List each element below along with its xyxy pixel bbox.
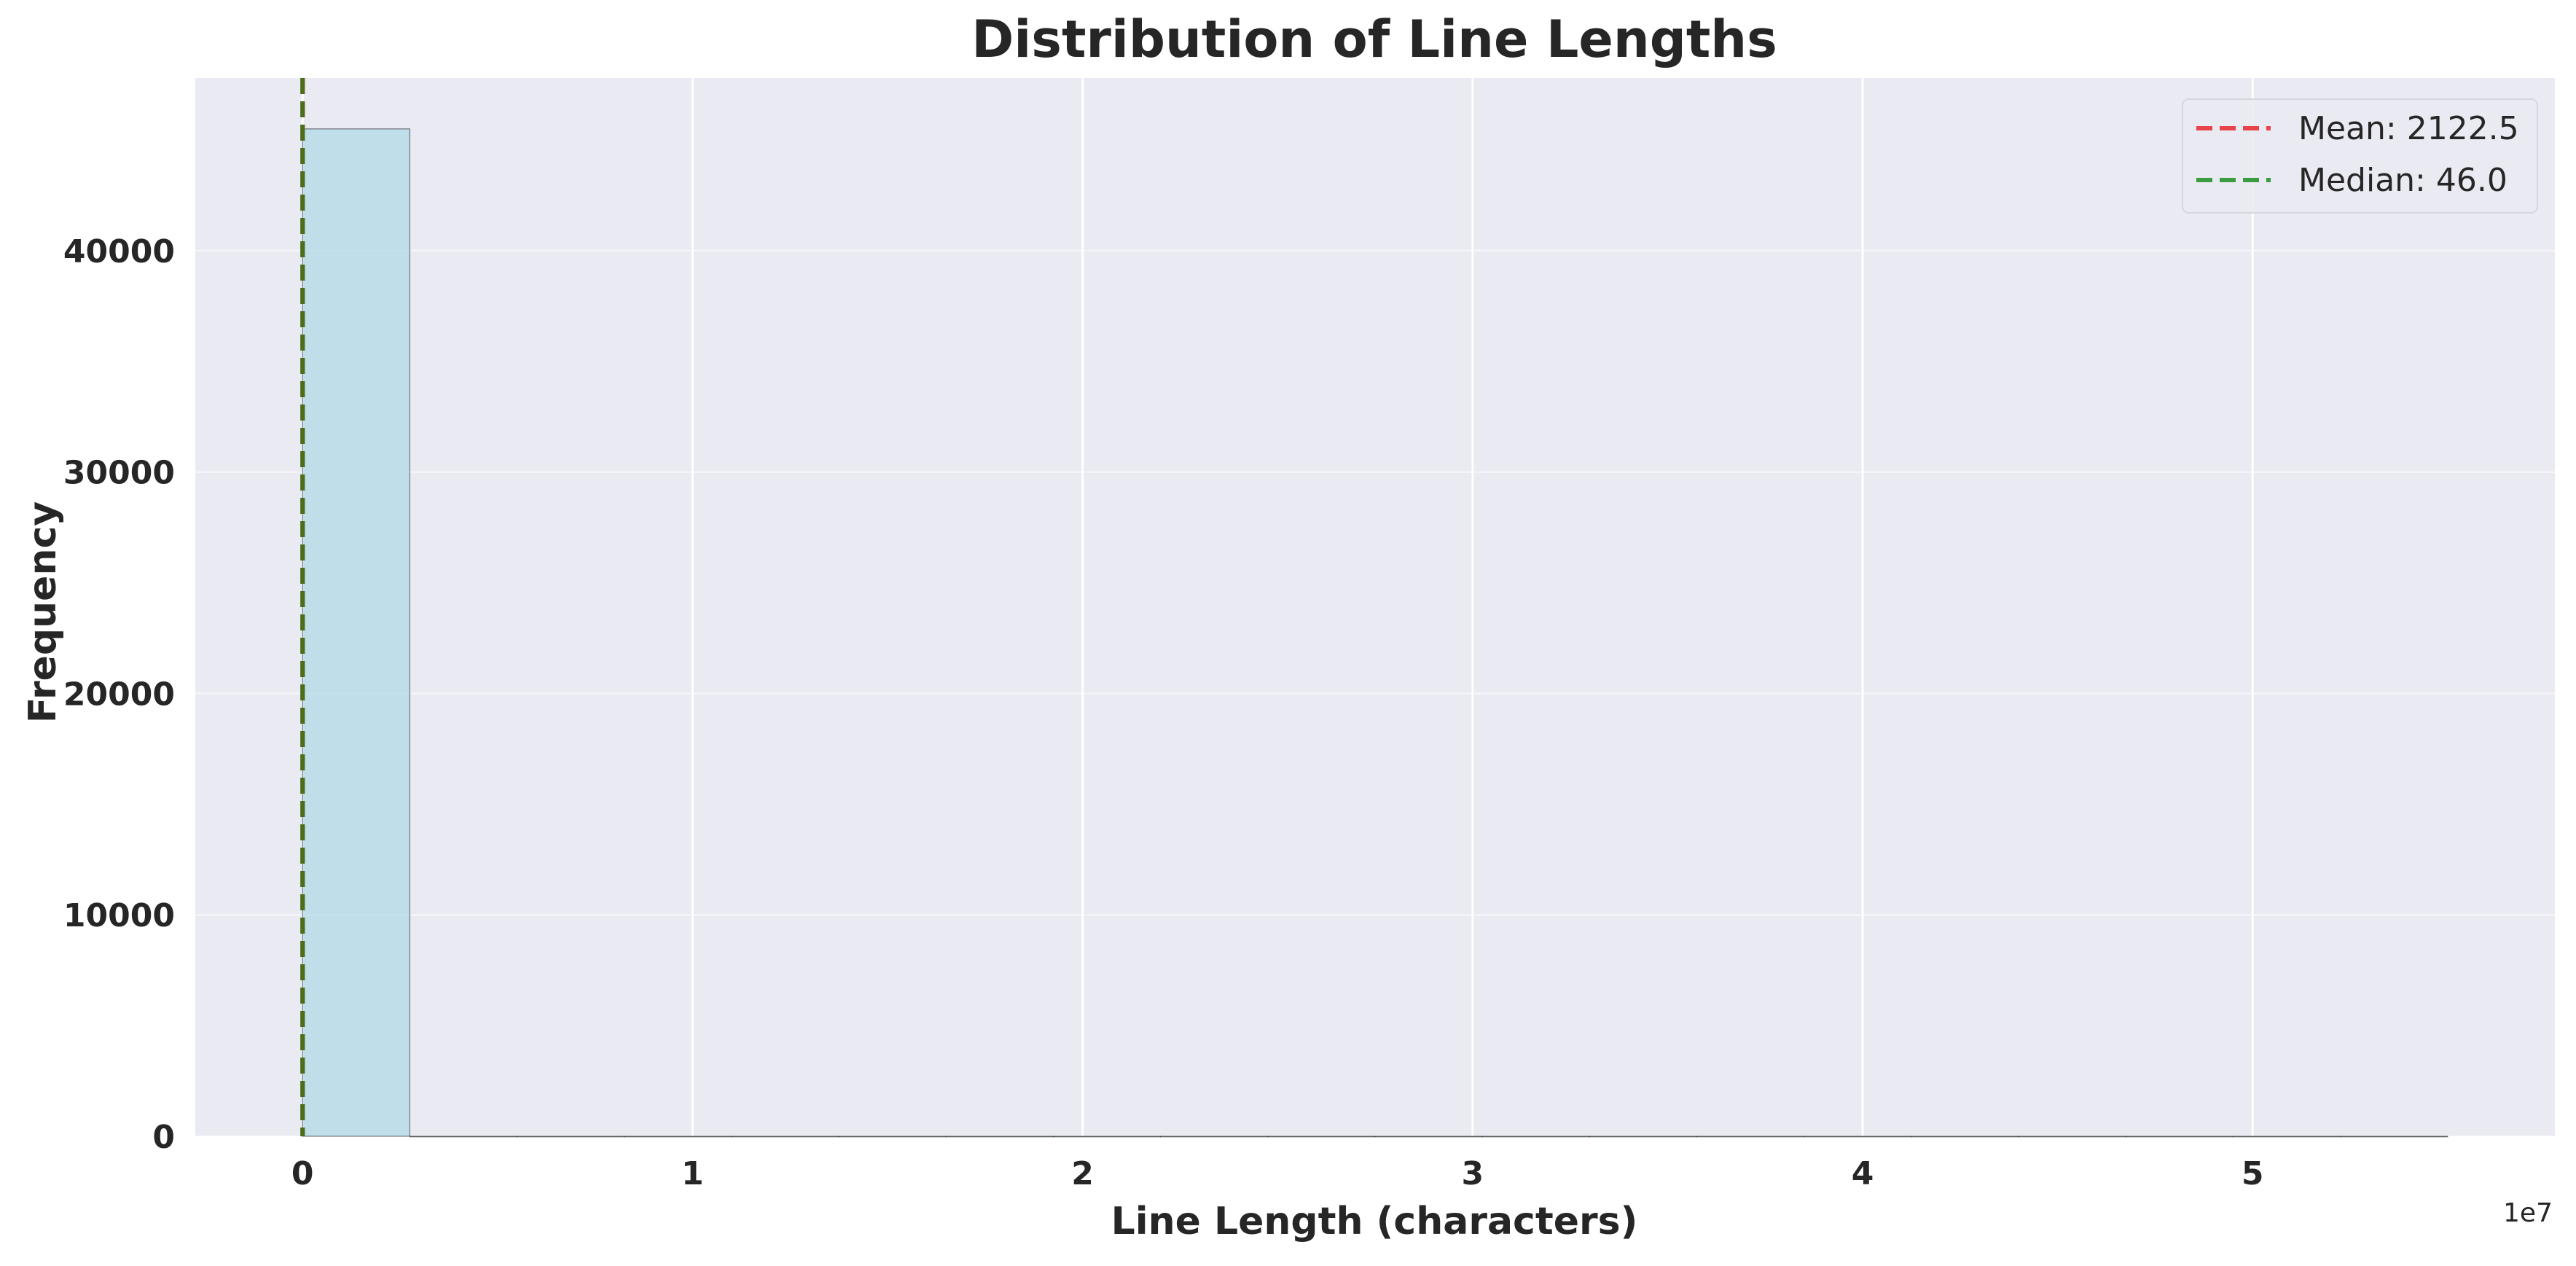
y-tick-label: 30000 — [63, 455, 175, 492]
x-axis-offset-label: 1e7 — [2503, 1198, 2553, 1228]
histogram-bar — [2232, 1136, 2341, 1138]
histogram-bar — [1052, 1136, 1162, 1138]
y-tick-label: 10000 — [63, 897, 175, 934]
histogram-bar — [1589, 1136, 1698, 1138]
histogram-bar — [2018, 1136, 2126, 1138]
chart-title: Distribution of Line Lengths — [971, 9, 1777, 69]
y-tick-label: 20000 — [63, 676, 175, 713]
histogram-bar — [302, 128, 410, 1137]
legend: Mean: 2122.5 Median: 46.0 — [2182, 98, 2538, 214]
histogram-bar — [1374, 1136, 1483, 1138]
y-tick-label: 0 — [152, 1119, 175, 1156]
x-tick-label: 3 — [1461, 1155, 1484, 1192]
histogram-bar — [731, 1136, 839, 1138]
histogram-bar — [838, 1136, 947, 1138]
histogram-bar — [945, 1136, 1054, 1138]
histogram-bar — [1696, 1136, 1805, 1138]
tick-labels: 0 1 2 3 4 5 0 10000 20000 30000 40000 — [63, 233, 2264, 1192]
x-tick-label: 2 — [1071, 1155, 1094, 1192]
histogram-bar — [1160, 1136, 1269, 1138]
plot-background — [195, 78, 2555, 1136]
x-axis-label: Line Length (characters) — [1111, 1200, 1638, 1243]
histogram-bar — [517, 1136, 625, 1138]
histogram-bar — [1804, 1136, 1912, 1138]
histogram-bar — [409, 1136, 518, 1138]
histogram-bars — [302, 128, 2448, 1138]
x-tick-label: 5 — [2242, 1155, 2264, 1192]
legend-median-label: Median: 46.0 — [2298, 162, 2508, 199]
legend-box — [2182, 98, 2538, 214]
x-tick-label: 1 — [681, 1155, 704, 1192]
y-axis-label: Frequency — [21, 501, 65, 723]
histogram-bar — [1267, 1136, 1376, 1138]
histogram-bar — [2125, 1136, 2234, 1138]
legend-mean-label: Mean: 2122.5 — [2298, 110, 2519, 147]
histogram-bar — [2340, 1136, 2448, 1138]
x-tick-label: 0 — [291, 1155, 314, 1192]
histogram-bar — [1911, 1136, 2019, 1138]
y-tick-label: 40000 — [63, 233, 175, 270]
histogram-bar — [1481, 1136, 1590, 1138]
x-tick-label: 4 — [1852, 1155, 1874, 1192]
histogram-bar — [624, 1136, 732, 1138]
